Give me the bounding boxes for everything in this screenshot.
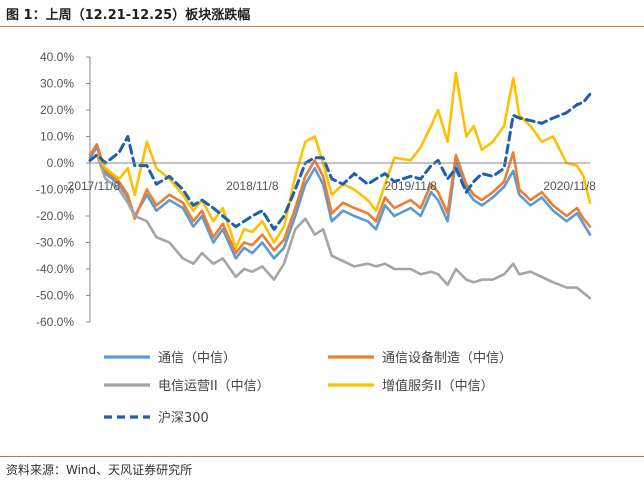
- legend-label: 通信（中信）: [158, 351, 236, 366]
- y-tick-label: 30.0%: [40, 77, 74, 91]
- y-tick-label: -40.0%: [36, 262, 74, 276]
- y-tick-label: 20.0%: [40, 103, 74, 117]
- x-tick-label: 2017/11/8: [68, 179, 121, 193]
- legend-label: 沪深300: [158, 410, 209, 426]
- y-tick-label: -60.0%: [36, 315, 74, 329]
- x-tick-label: 2018/11/8: [226, 179, 279, 193]
- series-line-1: [88, 145, 592, 260]
- footer-divider: [0, 456, 644, 457]
- x-tick-label: 2020/11/8: [543, 179, 596, 193]
- legend-label: 电信运营II（中信）: [158, 379, 270, 394]
- series-line-2: [88, 143, 592, 255]
- x-axis: 2017/11/8 2018/11/8 2019/11/8 2020/11/8: [68, 162, 596, 193]
- legend-label: 增值服务II（中信）: [382, 378, 494, 394]
- legend-label: 通信设备制造（中信）: [382, 350, 512, 366]
- x-tick-label: 2019/11/8: [384, 179, 437, 193]
- y-tick-label: -10.0%: [36, 183, 74, 197]
- figure-title: 图 1：上周（12.21-12.25）板块涨跌幅: [6, 8, 251, 23]
- y-tick-label: -50.0%: [36, 289, 74, 303]
- y-tick-label: -20.0%: [36, 209, 74, 223]
- series-line-5: [88, 92, 592, 231]
- source-note: 资料来源：Wind、天风证券研究所: [6, 463, 193, 477]
- y-axis: 40.0% 30.0% 20.0% 10.0% 0.0% -10.0% -20.0% -30.…: [36, 50, 91, 329]
- series-line-3: [88, 153, 592, 300]
- legend: 通信（中信） 通信设备制造（中信） 电信运营II（中信） 增值服务II（中信） 沪深30…: [104, 350, 512, 426]
- y-tick-label: -30.0%: [36, 236, 74, 250]
- y-tick-label: 10.0%: [40, 130, 74, 144]
- line-chart: 40.0% 30.0% 20.0% 10.0% 0.0% -10.0% -20.0% -30.…: [36, 50, 596, 426]
- series-lines: [88, 71, 592, 300]
- y-tick-label: 0.0%: [47, 156, 75, 170]
- title-divider: [0, 26, 644, 27]
- y-tick-label: 40.0%: [40, 50, 74, 64]
